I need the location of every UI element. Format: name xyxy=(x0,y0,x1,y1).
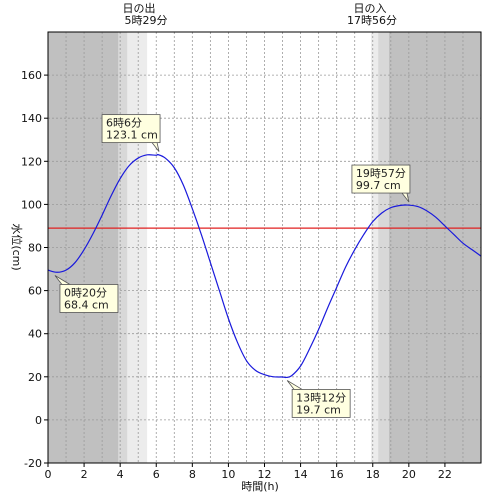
y-axis-title: 水位(cm) xyxy=(10,223,24,270)
band-night xyxy=(48,32,119,463)
x-tick-label: 16 xyxy=(330,468,344,481)
y-tick-label: 140 xyxy=(21,112,42,125)
y-tick-label: 60 xyxy=(28,285,42,298)
sun-labels: 日の出 5時29分 日の入 17時56分 xyxy=(123,1,398,27)
annotation-box xyxy=(101,114,161,144)
y-tick-label: 40 xyxy=(28,328,42,341)
annotation-value: 68.4 cm xyxy=(64,298,109,311)
band-mid xyxy=(378,32,389,463)
sunrise-label: 日の出 xyxy=(123,1,156,15)
x-tick-label: 18 xyxy=(366,468,380,481)
sunrise-time: 5時29分 xyxy=(125,14,168,27)
x-tick-label: 10 xyxy=(221,468,235,481)
grid-lines xyxy=(48,32,481,463)
annotation-value: 99.7 cm xyxy=(356,179,401,192)
x-tick-label: 20 xyxy=(402,468,416,481)
x-axis-ticks: 0 2 4 6 8 10 12 14 16 18 20 22 xyxy=(45,463,452,481)
y-tick-label: 20 xyxy=(28,371,42,384)
x-axis-title: 時間(h) xyxy=(241,480,279,493)
y-tick-label: 160 xyxy=(21,69,42,82)
tide-series xyxy=(47,153,482,379)
x-tick-label: 2 xyxy=(81,468,88,481)
y-tick-label: 100 xyxy=(21,198,42,211)
y-tick-label: 80 xyxy=(28,242,42,255)
annotation-time: 0時20分 xyxy=(64,286,107,299)
annotation-box xyxy=(351,164,411,194)
x-tick-label: 14 xyxy=(294,468,308,481)
band-light xyxy=(138,32,148,463)
y-tick-label: -20 xyxy=(24,457,42,470)
x-tick-label: 6 xyxy=(153,468,160,481)
x-tick-label: 12 xyxy=(258,468,272,481)
x-tick-label: 22 xyxy=(438,468,452,481)
tide-line xyxy=(47,153,482,379)
band-mid xyxy=(118,32,128,463)
annotation-value: 123.1 cm xyxy=(106,129,158,142)
x-tick-label: 0 xyxy=(45,468,52,481)
y-axis-ticks: -20 0 20 40 60 80 100 120 140 160 xyxy=(21,69,48,470)
annotation-time: 6時6分 xyxy=(106,117,142,130)
sunset-time: 17時56分 xyxy=(347,14,397,27)
y-tick-label: 120 xyxy=(21,155,42,168)
band-light xyxy=(370,32,379,463)
annotation-time: 19時57分 xyxy=(356,167,406,180)
band-night xyxy=(388,32,481,463)
annotation-value: 19.7 cm xyxy=(296,403,341,416)
sunset-label: 日の入 xyxy=(354,2,387,15)
annotation-time: 13時12分 xyxy=(296,391,346,404)
x-tick-label: 4 xyxy=(117,468,124,481)
x-tick-label: 8 xyxy=(189,468,196,481)
y-tick-label: 0 xyxy=(35,414,42,427)
annotation-box xyxy=(291,389,351,418)
annotation-box xyxy=(59,284,119,313)
